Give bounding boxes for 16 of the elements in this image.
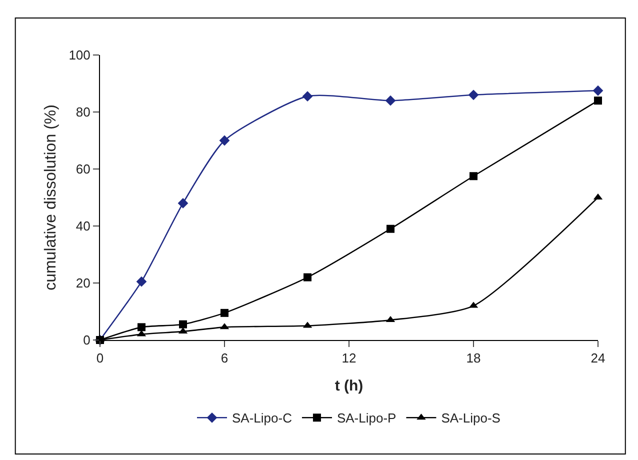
x-tick-label: 6: [220, 350, 228, 366]
x-tick-label: 12: [342, 350, 356, 366]
y-tick-label: 40: [76, 218, 90, 234]
y-axis-title: cumulative dissolution (%): [42, 104, 60, 290]
x-tick-label: 0: [96, 350, 104, 366]
legend-label: SA-Lipo-C: [232, 410, 292, 426]
y-tick-label: 80: [76, 104, 90, 120]
y-tick-label: 20: [76, 276, 90, 291]
y-tick-label: 100: [68, 48, 90, 63]
legend-label: SA-Lipo-S: [441, 410, 501, 426]
x-axis-title: t (h): [334, 378, 364, 395]
y-tick-label: 0: [83, 332, 90, 348]
x-tick-label: 24: [590, 350, 606, 366]
x-tick-label: 18: [466, 350, 481, 366]
y-tick-label: 60: [76, 162, 90, 177]
legend-label: SA-Lipo-P: [336, 410, 396, 426]
